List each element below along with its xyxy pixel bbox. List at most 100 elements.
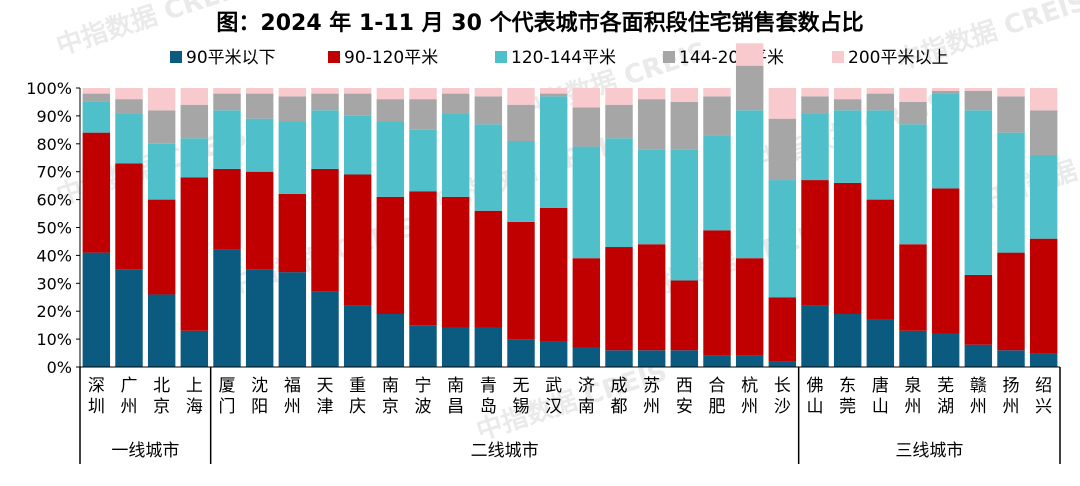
bar-segment	[441, 196, 470, 328]
bar-segment	[409, 325, 437, 367]
y-tick-label: 0%	[47, 358, 72, 377]
bar-segment	[833, 110, 862, 183]
bar-segment	[899, 330, 927, 367]
bar-segment	[409, 99, 437, 130]
bar-segment	[539, 93, 568, 97]
bar-segment	[245, 88, 274, 94]
legend-label: 200平米以上	[848, 48, 948, 68]
bar-segment	[768, 88, 797, 119]
bar-segment	[1029, 238, 1058, 354]
bar-segment	[964, 110, 993, 275]
bar-segment	[115, 88, 143, 100]
bar-segment	[964, 88, 993, 91]
bar-segment	[409, 129, 437, 192]
group-label: 二线城市	[471, 441, 539, 461]
bar-segment	[343, 174, 372, 306]
bar-segment	[278, 194, 307, 273]
bar-segment	[278, 88, 307, 97]
bar-segment	[213, 249, 241, 367]
bar-segment	[441, 113, 470, 197]
bar-segment	[735, 258, 764, 356]
x-tick-label: 南昌	[447, 376, 464, 417]
x-tick-label: 北京	[153, 376, 170, 417]
bar-segment	[245, 93, 274, 119]
bar-segment	[833, 99, 862, 111]
bar-segment	[703, 230, 731, 356]
y-tick-label: 40%	[36, 246, 72, 265]
bar-segment	[1029, 154, 1058, 239]
bar-segment	[474, 88, 503, 97]
bar-segment	[866, 88, 895, 94]
x-tick-label: 济南	[578, 376, 595, 417]
x-tick-label: 东莞	[839, 376, 856, 417]
bar-segment	[768, 297, 797, 362]
bar-segment	[245, 118, 274, 172]
bar-segment	[82, 88, 111, 94]
bar-segment	[147, 294, 176, 367]
bar-segment	[507, 104, 535, 142]
x-tick-label: 西安	[676, 376, 693, 417]
bar-segment	[735, 110, 764, 259]
bar-segment	[637, 88, 666, 100]
bar-segment	[539, 341, 568, 367]
bar-segment	[82, 132, 111, 253]
bar-segment	[866, 319, 895, 367]
x-tick-label: 厦门	[219, 376, 236, 417]
bar-segment	[997, 88, 1025, 97]
bar-segment	[376, 313, 405, 367]
bar-segment	[1029, 110, 1058, 155]
bar-segment	[343, 305, 372, 367]
bar-segment	[899, 101, 927, 125]
bar-segment	[768, 118, 797, 181]
bar-segment	[82, 101, 111, 133]
bar-segment	[931, 93, 960, 189]
bar-segment	[278, 121, 307, 195]
bar-segment	[931, 333, 960, 367]
bar-segment	[82, 252, 111, 367]
bar-segment	[931, 188, 960, 334]
bar-segment	[409, 88, 437, 100]
group-label: 三线城市	[895, 441, 963, 461]
bar-segment	[278, 272, 307, 367]
bar-segment	[539, 207, 568, 342]
bar-segment	[311, 93, 339, 111]
bar-segment	[474, 327, 503, 367]
bar-segment	[605, 350, 633, 367]
legend-swatch	[495, 51, 507, 63]
bar-segment	[964, 344, 993, 367]
legend-swatch	[832, 51, 844, 63]
bar-segment	[343, 115, 372, 175]
bar-segment	[637, 350, 666, 367]
y-tick-label: 50%	[36, 219, 72, 238]
bar-segment	[801, 180, 829, 306]
bar-segment	[213, 110, 241, 169]
legend-swatch	[170, 51, 182, 63]
bar-segment	[637, 99, 666, 150]
bar-segment	[474, 96, 503, 125]
bar-segment	[866, 93, 895, 111]
bar-segment	[801, 305, 829, 367]
bar-segment	[245, 269, 274, 367]
bar-segment	[115, 113, 143, 164]
bar-segment	[735, 355, 764, 367]
x-tick-label: 武汉	[545, 376, 562, 417]
bar-segment	[735, 65, 764, 111]
bar-segment	[507, 88, 535, 105]
bar-segment	[670, 350, 699, 367]
legend-swatch	[328, 51, 340, 63]
bar-segment	[441, 88, 470, 94]
bar-segment	[343, 88, 372, 94]
bar-segment	[180, 177, 209, 331]
bar-segment	[311, 291, 339, 367]
bar-segment	[801, 88, 829, 97]
x-tick-label: 南京	[382, 376, 399, 417]
legend: 90平米以下 90-120平米 120-144平米 144-200平米 200平米以上	[170, 48, 948, 68]
x-tick-label: 天津	[317, 376, 334, 417]
bar-segment	[605, 88, 633, 105]
bar-segment	[376, 121, 405, 197]
x-axis: 深圳广州北京上海厦门沈阳福州天津重庆南京宁波南昌青岛无锡武汉济南成都苏州西安合肥…	[79, 366, 1061, 464]
bar-segment	[605, 247, 633, 351]
bar-segment	[147, 88, 176, 111]
legend-label: 90平米以下	[186, 48, 276, 68]
